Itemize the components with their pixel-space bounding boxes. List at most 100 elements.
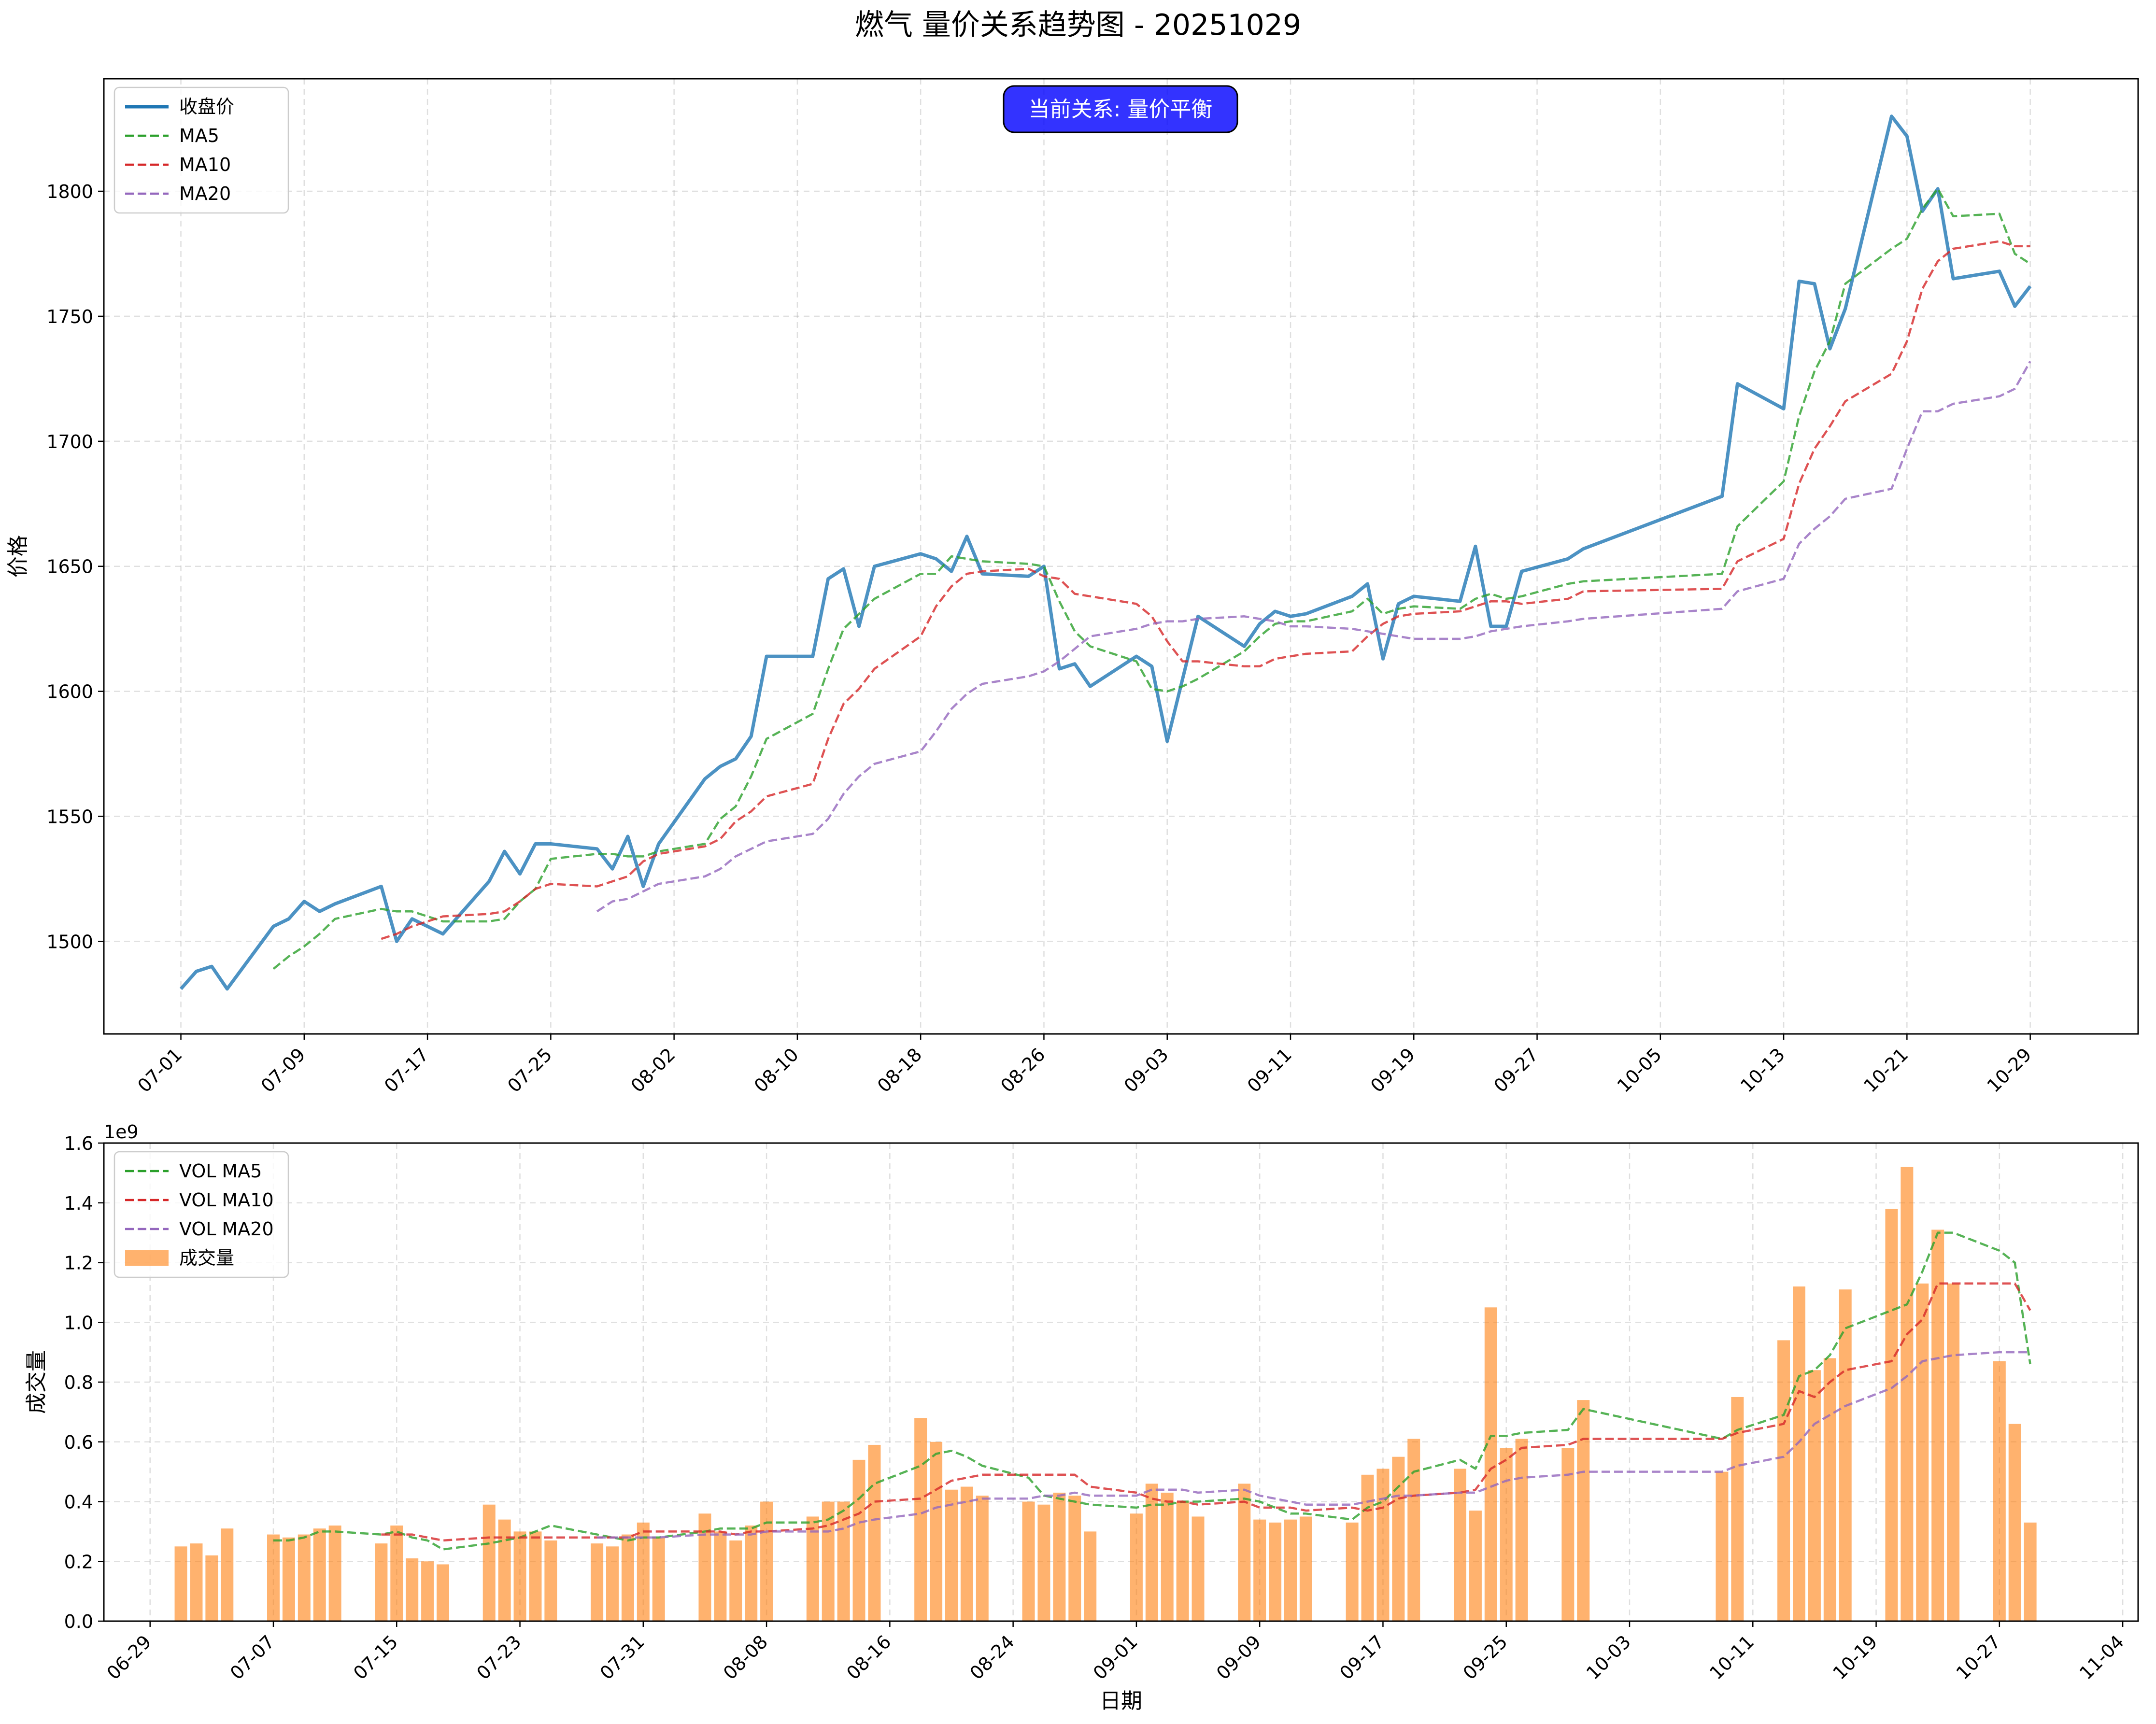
volume-bar	[2024, 1522, 2037, 1621]
volume-bar	[190, 1543, 203, 1621]
volume-bar	[1931, 1229, 1944, 1621]
volume-bar	[267, 1534, 280, 1621]
legend: VOL MA5 VOL MA10 VOL MA20 成交量	[113, 1151, 289, 1278]
volume-bar	[960, 1486, 973, 1621]
y-tick-label: 0.0	[64, 1611, 93, 1632]
volume-bar	[406, 1558, 419, 1621]
y-tick-label: 1550	[46, 806, 93, 828]
y-tick-label: 1750	[46, 306, 93, 327]
y-tick-label: 0.8	[64, 1372, 93, 1393]
volume-bar	[390, 1526, 403, 1621]
status-badge-text: 当前关系: 量价平衡	[1029, 97, 1213, 122]
volume-bar	[1022, 1501, 1035, 1621]
volume-bar	[606, 1546, 619, 1621]
volume-bar	[976, 1496, 989, 1621]
volume-bar	[1808, 1370, 1821, 1621]
y-axis-label: 价格	[6, 535, 30, 578]
volume-bar	[1145, 1484, 1158, 1621]
volume-bar	[1238, 1484, 1251, 1621]
volume-bar	[745, 1526, 758, 1621]
series-line-vol-ma20	[597, 1351, 2030, 1539]
volume-bar	[945, 1489, 958, 1621]
volume-bar	[437, 1564, 449, 1621]
legend-label: 成交量	[179, 1247, 234, 1269]
legend-label: MA5	[179, 125, 219, 146]
legend-label: VOL MA5	[179, 1160, 262, 1182]
plot-frame	[103, 78, 2139, 1035]
volume-bar	[1161, 1492, 1174, 1621]
volume-bar	[529, 1531, 542, 1621]
volume-bar	[1993, 1361, 2006, 1621]
y-tick-label: 1.6	[64, 1133, 93, 1154]
y-tick-label: 0.2	[64, 1551, 93, 1572]
volume-bar	[621, 1534, 634, 1621]
legend-label: MA20	[179, 183, 231, 204]
y-tick-label: 1800	[46, 181, 93, 202]
volume-bar	[1839, 1289, 1852, 1621]
volume-bar	[313, 1528, 326, 1621]
volume-bar	[1515, 1439, 1528, 1621]
volume-bar	[482, 1504, 496, 1621]
status-badge: 当前关系: 量价平衡	[1003, 85, 1238, 133]
volume-bar	[1376, 1469, 1390, 1621]
axis-scale-label: 1e9	[104, 1121, 139, 1143]
volume-bar	[1053, 1492, 1066, 1621]
volume-bar	[1885, 1209, 1898, 1621]
y-tick-label: 1500	[46, 931, 93, 952]
volume-bar	[852, 1459, 865, 1621]
volume-bar	[1068, 1496, 1081, 1621]
series-line-ma10	[381, 240, 2030, 940]
volume-bar	[1500, 1448, 1513, 1621]
volume-bar	[298, 1534, 311, 1621]
volume-bar	[591, 1543, 604, 1621]
volume-bar	[2008, 1424, 2021, 1621]
volume-bar	[1716, 1471, 1729, 1621]
volume-bar	[714, 1531, 727, 1621]
volume-bar	[652, 1537, 665, 1621]
volume-bar	[1454, 1469, 1466, 1621]
volume-bar	[1253, 1519, 1266, 1621]
volume-bar	[1346, 1522, 1359, 1621]
y-tick-label: 1600	[46, 681, 93, 703]
volume-bar	[1777, 1340, 1790, 1621]
volume-bar	[1361, 1474, 1374, 1621]
volume-bar	[637, 1522, 650, 1621]
volume-bar	[1901, 1167, 1914, 1621]
legend-label: VOL MA10	[179, 1189, 274, 1211]
volume-bar	[1284, 1519, 1297, 1621]
volume-bar	[868, 1444, 881, 1621]
volume-bar	[729, 1540, 742, 1621]
volume-bar	[837, 1501, 850, 1621]
legend: 收盘价 MA5 MA10 MA20	[113, 86, 289, 214]
series-line-ma5	[272, 187, 2031, 970]
volume-bar	[1484, 1307, 1497, 1621]
y-tick-label: 0.6	[64, 1432, 93, 1453]
series-line-vol-ma5	[273, 1231, 2031, 1551]
volume-bar	[513, 1531, 526, 1621]
volume-bar	[760, 1501, 773, 1621]
y-axis-label: 成交量	[24, 1350, 49, 1414]
volume-bar	[498, 1519, 511, 1621]
legend-swatch	[125, 1250, 169, 1266]
volume-bar	[1269, 1522, 1282, 1621]
volume-bar	[221, 1528, 234, 1621]
volume-bar	[1947, 1283, 1960, 1621]
legend-label: 收盘价	[179, 96, 234, 117]
y-tick-label: 1.0	[64, 1312, 93, 1333]
y-tick-label: 0.4	[64, 1492, 93, 1513]
y-tick-label: 1700	[46, 431, 93, 452]
volume-bar	[1577, 1400, 1590, 1621]
y-tick-label: 1650	[46, 556, 93, 578]
volume-bar	[1191, 1516, 1205, 1621]
volume-bar	[1176, 1501, 1189, 1621]
volume-bar	[914, 1418, 927, 1621]
volume-bar	[1561, 1448, 1574, 1621]
y-tick-label: 1.4	[64, 1193, 93, 1214]
volume-bar	[421, 1561, 434, 1621]
volume-bar	[1392, 1456, 1405, 1621]
volume-bar	[930, 1441, 943, 1621]
y-tick-label: 1.2	[64, 1253, 93, 1274]
volume-bar	[174, 1546, 187, 1621]
volume-bar	[1823, 1358, 1836, 1621]
